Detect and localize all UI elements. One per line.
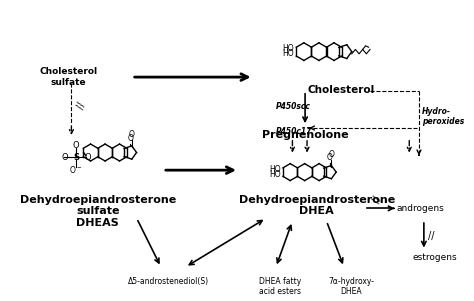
Text: //: // (371, 195, 383, 204)
Text: O: O (61, 153, 68, 162)
Text: O: O (128, 130, 135, 139)
Text: O: O (84, 153, 91, 162)
Text: O$^-$: O$^-$ (70, 164, 82, 175)
Text: //: // (428, 231, 434, 241)
Text: P450c17: P450c17 (276, 127, 312, 136)
Text: O: O (327, 153, 333, 162)
Text: Dehydroepiandrosterone
DHEA: Dehydroepiandrosterone DHEA (238, 195, 395, 216)
Text: P450scc: P450scc (276, 102, 311, 111)
Text: Cholesterol: Cholesterol (308, 85, 375, 95)
Text: O: O (328, 150, 334, 159)
Text: DHEA fatty
acid esters: DHEA fatty acid esters (259, 277, 301, 296)
Text: HO: HO (269, 165, 281, 174)
Text: O: O (128, 134, 133, 143)
Text: Pregnenolone: Pregnenolone (262, 130, 348, 140)
Text: 7α-hydroxy-
DHEA: 7α-hydroxy- DHEA (328, 277, 374, 296)
Text: androgens: androgens (397, 204, 444, 213)
Text: estrogens: estrogens (412, 253, 457, 262)
Text: S: S (73, 153, 79, 162)
Text: HO: HO (283, 44, 294, 53)
Text: Cholesterol
sulfate: Cholesterol sulfate (39, 67, 98, 87)
Text: HO: HO (269, 169, 281, 178)
Text: Δ5-androstenediol(S): Δ5-androstenediol(S) (128, 277, 210, 286)
Text: O: O (73, 141, 79, 150)
Text: HO: HO (282, 49, 294, 58)
Text: Dehydroepiandrosterone
sulfate
DHEAS: Dehydroepiandrosterone sulfate DHEAS (19, 195, 176, 228)
Text: Hydro-
peroxides: Hydro- peroxides (422, 107, 464, 126)
Text: //: // (75, 101, 87, 110)
